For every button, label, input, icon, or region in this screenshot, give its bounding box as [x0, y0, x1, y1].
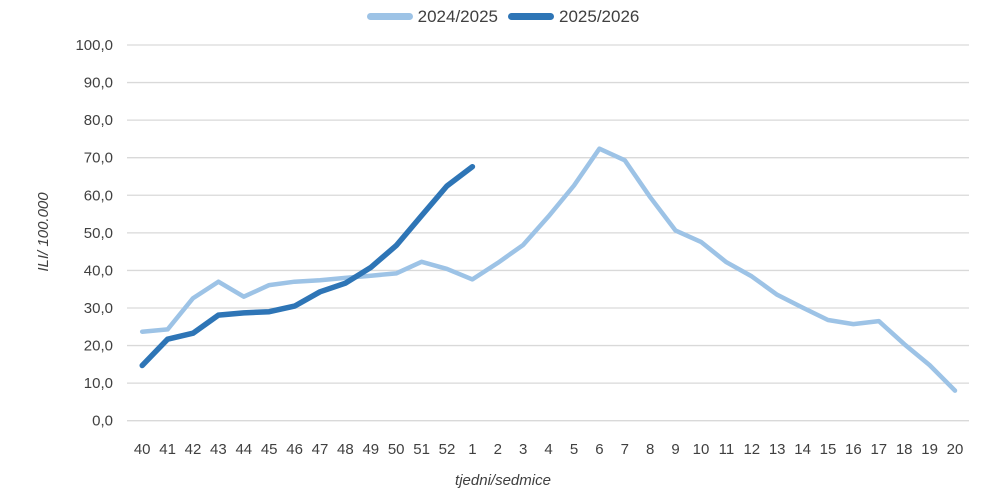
x-tick-label: 45: [261, 441, 278, 458]
x-tick-label: 11: [719, 441, 735, 458]
y-axis-title: ILI/ 100.000: [35, 192, 52, 272]
x-tick-label: 16: [845, 441, 862, 458]
x-tick-label: 50: [388, 441, 405, 458]
x-tick-label: 18: [896, 441, 913, 458]
x-tick-label: 19: [921, 441, 938, 458]
x-tick-label: 48: [337, 441, 354, 458]
legend-item-2024-2025: 2024/2025: [366, 7, 498, 26]
x-tick-label: 5: [570, 441, 578, 458]
y-tick-label: 70,0: [84, 150, 113, 167]
x-tick-label: 51: [413, 441, 430, 458]
x-tick-label: 7: [621, 441, 629, 458]
x-tick-label: 6: [595, 441, 603, 458]
series-line-2024-2025: [139, 146, 958, 393]
x-tick-label: 15: [820, 441, 837, 458]
x-axis-title: tjedni/sedmice: [455, 472, 551, 489]
x-tick-label: 46: [286, 441, 303, 458]
y-tick-label: 30,0: [84, 300, 113, 317]
x-tick-label: 42: [185, 441, 202, 458]
x-tick-label: 20: [947, 441, 964, 458]
y-tick-label: 100,0: [75, 37, 113, 54]
x-tick-label: 40: [134, 441, 151, 458]
y-tick-label: 90,0: [84, 75, 113, 92]
legend-label-2025-2026: 2025/2026: [559, 7, 640, 26]
x-tick-label: 2: [494, 441, 502, 458]
x-tick-label: 41: [159, 441, 176, 458]
x-tick-label: 47: [312, 441, 329, 458]
x-tick-label: 10: [693, 441, 710, 458]
series-line-2025-2026: [139, 163, 476, 369]
legend-swatch-2024-2025: [366, 13, 413, 20]
x-tick-label: 3: [519, 441, 527, 458]
legend-item-2025-2026: 2025/2026: [508, 8, 639, 25]
y-tick-label: 80,0: [84, 112, 113, 129]
y-tick-label: 20,0: [84, 338, 113, 355]
y-tick-label: 50,0: [84, 225, 113, 242]
x-tick-label: 17: [870, 441, 887, 458]
y-tick-label: 60,0: [84, 187, 113, 204]
x-tick-label: 8: [646, 441, 654, 458]
y-tick-label: 40,0: [84, 262, 113, 279]
x-tick-label: 43: [210, 441, 227, 458]
x-tick-label: 52: [439, 441, 456, 458]
legend-label-2024-2025: 2024/2025: [417, 7, 498, 26]
x-tick-label: 12: [743, 441, 760, 458]
x-tick-label: 1: [468, 441, 476, 458]
y-tick-label: 0,0: [92, 413, 113, 430]
x-tick-label: 49: [362, 441, 379, 458]
y-tick-label: 10,0: [84, 375, 113, 392]
x-tick-label: 9: [671, 441, 679, 458]
legend: 2024/2025 2025/2026: [0, 8, 1006, 25]
x-tick-label: 13: [769, 441, 786, 458]
x-tick-label: 44: [235, 441, 252, 458]
x-tick-label: 14: [794, 441, 811, 458]
x-tick-label: 4: [544, 441, 552, 458]
legend-swatch-2025-2026: [508, 13, 554, 20]
